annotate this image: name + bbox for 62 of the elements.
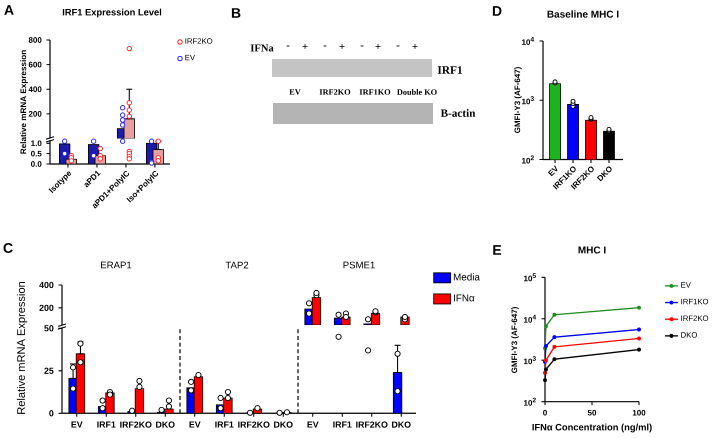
y-tick-label: 50 xyxy=(44,325,54,332)
chart-title: Baseline MHC I xyxy=(548,10,618,18)
y-tick-label: 10$^{4}$ xyxy=(522,36,534,46)
x-tick-label: IRF1 xyxy=(97,421,116,428)
text: C xyxy=(4,243,13,253)
x-tick-label: DKO xyxy=(274,421,293,428)
y-tick-label: 0.5 xyxy=(30,150,42,156)
y-tick-label: 10$^{4}$ xyxy=(524,314,536,323)
y-tick-label: 200 xyxy=(39,304,54,311)
x-tick-label: DKO xyxy=(392,421,411,428)
text: D xyxy=(492,6,502,16)
x-tick-label: IRF2KO xyxy=(238,421,270,428)
y-tick-label: 400 xyxy=(39,282,54,288)
y-tick-label: 200 xyxy=(28,111,42,117)
x-axis-title: IFNα Concentration (ng/ml) xyxy=(532,424,652,432)
text: EV xyxy=(289,89,301,95)
x-tick-label: EV xyxy=(307,421,319,428)
text: + xyxy=(302,44,308,49)
text: + xyxy=(412,44,418,49)
text: ERAP1 xyxy=(101,262,132,268)
text: IRF1 xyxy=(438,66,462,74)
x-tick-label: 100 xyxy=(632,410,646,416)
text: IFNa xyxy=(250,44,274,52)
y-tick-label: 25 xyxy=(44,368,54,374)
y-tick-label: 400 xyxy=(28,86,42,92)
y-tick-label: 600 xyxy=(28,62,42,68)
x-tick-label: EV xyxy=(71,421,83,428)
y-tick-label: 800 xyxy=(28,37,42,43)
y-tick-label: 0.0 xyxy=(30,161,42,167)
x-tick-label: IRF1 xyxy=(215,421,234,428)
x-tick-label: IRF2KO xyxy=(120,421,152,428)
x-tick-label: EV xyxy=(189,421,201,428)
text: PSME1 xyxy=(344,262,375,268)
text: B xyxy=(232,8,240,18)
text: E xyxy=(493,245,502,255)
y-tick-label: 1.0 xyxy=(31,140,42,146)
text: A xyxy=(4,5,14,15)
text: B-actin xyxy=(440,109,476,117)
x-tick-label: 50 xyxy=(588,410,596,416)
y-axis-title: GMFI-Y3 (AF-647) xyxy=(514,67,522,133)
x-tick-label: 0 xyxy=(543,410,547,416)
legend-label: Media xyxy=(454,273,480,281)
y-tick-label: 10$^{2}$ xyxy=(522,155,534,164)
x-tick-label: DKO xyxy=(156,421,175,428)
text: Double KO xyxy=(397,89,437,95)
text: IRF2KO xyxy=(320,89,350,95)
text: + xyxy=(340,44,344,49)
y-tick-label: 10$^{3}$ xyxy=(524,356,536,364)
text: TAP2 xyxy=(226,262,248,268)
legend-label: IFNα xyxy=(454,294,474,302)
chart-title: MHC I xyxy=(578,246,606,254)
y-tick-label: 10$^{3}$ xyxy=(522,96,534,104)
y-axis-title: GMFI-Y3 (AF-647) xyxy=(511,307,519,373)
x-tick-label: IRF2KO xyxy=(356,421,388,428)
y-tick-label: 10$^{5}$ xyxy=(524,273,536,282)
y-axis-title: Relative mRNA Expression xyxy=(16,282,28,414)
text: IRF1KO xyxy=(360,89,390,95)
y-axis-title: Relative mRNA Expression xyxy=(20,50,28,154)
y-tick-label: 10$^{2}$ xyxy=(524,398,536,406)
x-tick-label: IRF1 xyxy=(333,421,352,428)
text: + xyxy=(376,44,380,49)
chart-title: IRF1 Expression Level xyxy=(62,8,162,18)
